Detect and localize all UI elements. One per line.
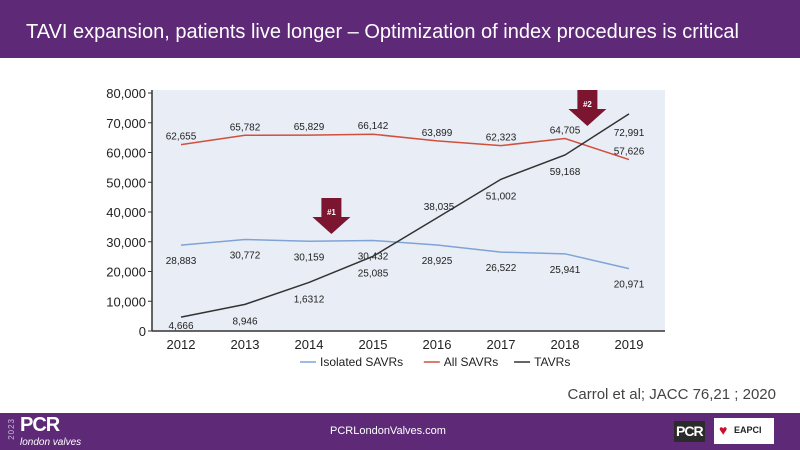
y-tick-label: 80,000 xyxy=(106,86,146,101)
data-label: 8,946 xyxy=(232,316,257,327)
series-line-tavrs xyxy=(180,113,630,318)
website-link[interactable]: PCRLondonValves.com xyxy=(330,425,446,437)
x-tick-label: 2014 xyxy=(295,337,324,352)
data-label: 59,168 xyxy=(550,167,581,178)
y-tick-label: 20,000 xyxy=(106,265,146,280)
data-label: 30,772 xyxy=(230,250,261,261)
plot-background xyxy=(152,90,665,331)
data-label: 28,925 xyxy=(422,256,453,267)
y-tick-label: 50,000 xyxy=(106,175,146,190)
eapci-logo: ♥ EAPCI xyxy=(714,418,774,444)
data-label: 62,655 xyxy=(166,132,197,143)
citation: Carrol et al; JACC 76,21 ; 2020 xyxy=(567,386,776,403)
data-label: 65,782 xyxy=(230,122,261,133)
y-tick-label: 40,000 xyxy=(106,205,146,220)
data-label: 25,941 xyxy=(550,265,581,276)
x-tick-label: 2015 xyxy=(359,337,388,352)
y-tick-label: 0 xyxy=(139,324,146,339)
data-label: 30,159 xyxy=(294,252,325,263)
legend-label: TAVRs xyxy=(534,355,570,369)
data-label: 64,705 xyxy=(550,126,581,137)
data-label: 4,666 xyxy=(168,321,193,332)
y-tick-label: 10,000 xyxy=(106,294,146,309)
y-tick-label: 60,000 xyxy=(106,146,146,161)
slide-title: TAVI expansion, patients live longer – O… xyxy=(26,21,739,43)
data-label: 26,522 xyxy=(486,263,517,274)
data-label: 20,971 xyxy=(614,280,645,291)
y-tick-label: 70,000 xyxy=(106,116,146,131)
eapci-text: EAPCI xyxy=(734,425,762,435)
data-label: 72,991 xyxy=(614,128,645,139)
logo-subtext: london valves xyxy=(20,437,82,448)
data-label: 65,829 xyxy=(294,122,325,133)
series-line-all-savrs xyxy=(180,133,630,161)
annotation-label: #1 xyxy=(327,208,336,217)
x-tick-label: 2019 xyxy=(615,337,644,352)
x-tick-label: 2018 xyxy=(551,337,580,352)
data-label: 51,002 xyxy=(486,191,517,202)
data-label: 25,085 xyxy=(358,268,389,279)
footer: 2023 PCR london valves PCRLondonValves.c… xyxy=(0,413,800,450)
x-tick-label: 2017 xyxy=(487,337,516,352)
pcr-logo: PCR xyxy=(674,421,705,442)
x-tick-label: 2012 xyxy=(167,337,196,352)
data-label: 1,6312 xyxy=(294,294,325,305)
data-label: 62,323 xyxy=(486,133,517,144)
annotation-arrow xyxy=(312,198,351,234)
data-label: 38,035 xyxy=(424,202,455,213)
annotation-arrow xyxy=(568,90,607,126)
legend-label: Isolated SAVRs xyxy=(320,355,403,369)
logo-year: 2023 xyxy=(7,418,16,440)
data-label: 63,899 xyxy=(422,128,453,139)
x-tick-label: 2016 xyxy=(423,337,452,352)
logo-text: PCR xyxy=(20,414,60,436)
annotation-label: #2 xyxy=(583,100,592,109)
data-label: 28,883 xyxy=(166,256,197,267)
data-label: 66,142 xyxy=(358,121,389,132)
data-label: 57,626 xyxy=(614,147,645,158)
series-line-isolated-savrs xyxy=(180,238,630,270)
heart-icon: ♥ xyxy=(719,422,728,438)
slide-title-bar: TAVI expansion, patients live longer – O… xyxy=(0,0,800,58)
x-tick-label: 2013 xyxy=(231,337,260,352)
legend-label: All SAVRs xyxy=(444,355,498,369)
y-tick-label: 30,000 xyxy=(106,235,146,250)
